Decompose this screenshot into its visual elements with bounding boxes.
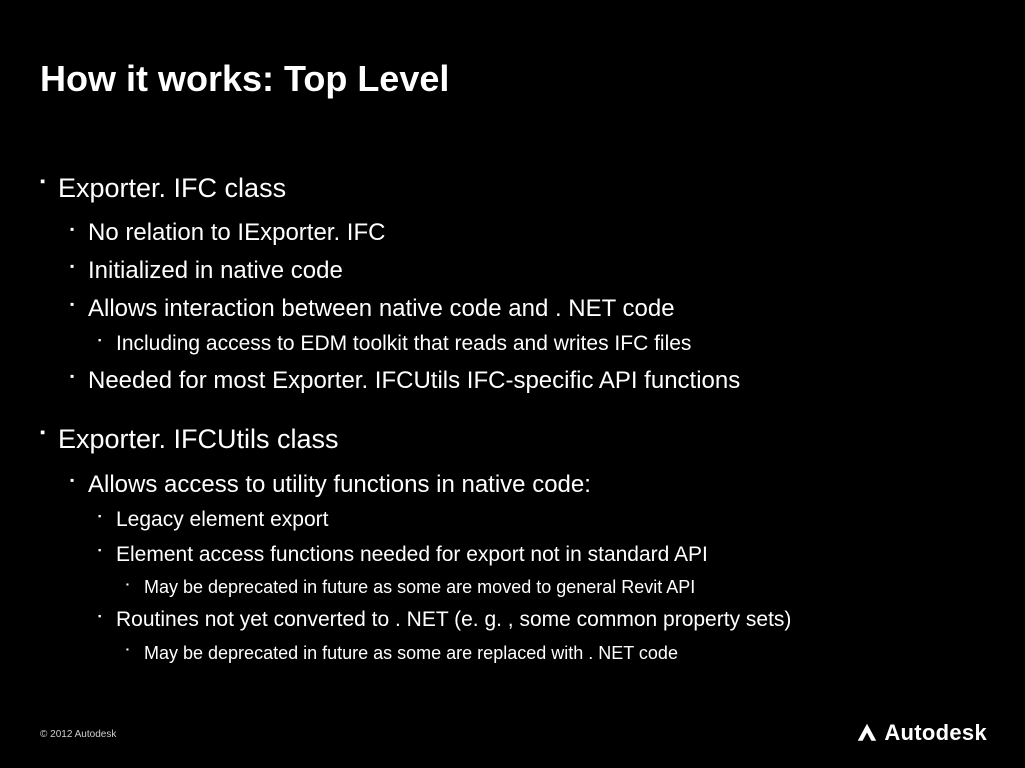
slide-title: How it works: Top Level [40, 58, 985, 100]
bullet-list-level-2: No relation to IExporter. IFC Initialize… [58, 216, 985, 397]
bullet-list-level-1: Exporter. IFC class No relation to IExpo… [40, 170, 985, 667]
list-item: Needed for most Exporter. IFCUtils IFC-s… [88, 364, 985, 398]
list-item: Routines not yet converted to . NET (e. … [116, 605, 985, 666]
autodesk-logo: Autodesk [856, 720, 987, 746]
bullet-text: Exporter. IFC class [58, 173, 286, 203]
list-item: May be deprecated in future as some are … [144, 574, 985, 601]
bullet-text: Exporter. IFCUtils class [58, 424, 339, 454]
list-item: Exporter. IFC class No relation to IExpo… [58, 170, 985, 397]
list-item: Exporter. IFCUtils class Allows access t… [58, 421, 985, 666]
list-item: Initialized in native code [88, 254, 985, 288]
bullet-list-level-3: Including access to EDM toolkit that rea… [88, 329, 985, 359]
bullet-text: Routines not yet converted to . NET (e. … [116, 608, 791, 631]
bullet-list-level-3: Legacy element export Element access fun… [88, 505, 985, 666]
autodesk-logo-icon [856, 722, 878, 744]
bullet-list-level-2: Allows access to utility functions in na… [58, 468, 985, 667]
list-item: Legacy element export [116, 505, 985, 535]
bullet-text: Element access functions needed for expo… [116, 543, 708, 566]
bullet-list-level-4: May be deprecated in future as some are … [116, 574, 985, 601]
bullet-text: Allows access to utility functions in na… [88, 471, 591, 498]
bullet-text: Allows interaction between native code a… [88, 295, 675, 322]
list-item: Element access functions needed for expo… [116, 540, 985, 601]
list-item: No relation to IExporter. IFC [88, 216, 985, 250]
list-item: Including access to EDM toolkit that rea… [116, 329, 985, 359]
list-item: Allows access to utility functions in na… [88, 468, 985, 667]
slide-container: How it works: Top Level Exporter. IFC cl… [0, 0, 1025, 768]
bullet-list-level-4: May be deprecated in future as some are … [116, 640, 985, 667]
list-item: May be deprecated in future as some are … [144, 640, 985, 667]
copyright-text: © 2012 Autodesk [40, 729, 116, 740]
list-item: Allows interaction between native code a… [88, 292, 985, 360]
autodesk-logo-text: Autodesk [884, 720, 987, 746]
